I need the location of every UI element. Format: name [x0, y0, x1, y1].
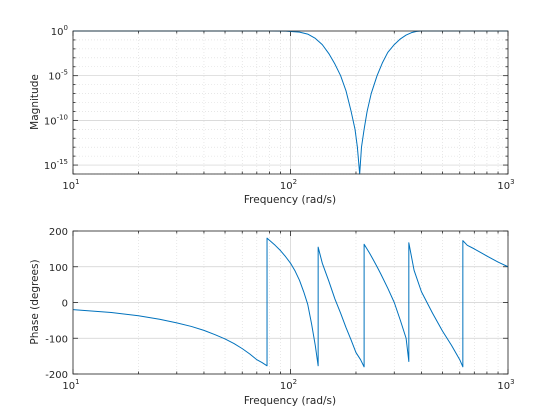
x-tick-label: 101 [62, 178, 79, 192]
x-tick-exponent: 2 [293, 178, 297, 186]
y-tick-label: 10-15 [44, 158, 68, 172]
x-tick-exponent: 1 [75, 378, 79, 386]
y-tick-exponent: -15 [57, 158, 68, 166]
x-tick-base: 10 [62, 381, 75, 392]
x-tick-exponent: 3 [510, 378, 514, 386]
y-tick-label: 200 [49, 227, 68, 238]
y-tick-base: 10 [44, 161, 57, 172]
phase-grid [72, 230, 509, 375]
x-tick-base: 10 [497, 381, 510, 392]
magnitude-x-axis-label: Frequency (rad/s) [244, 194, 336, 206]
x-tick-label: 102 [280, 378, 297, 392]
y-tick-exponent: -10 [57, 113, 68, 121]
y-tick-exponent: -5 [61, 69, 68, 77]
x-tick-base: 10 [62, 181, 75, 192]
y-tick-exponent: 0 [64, 24, 68, 32]
phase-x-axis-label: Frequency (rad/s) [244, 395, 336, 407]
y-tick-label: 100 [49, 263, 68, 274]
x-tick-label: 101 [62, 378, 79, 392]
phase-series-line [72, 237, 509, 368]
y-tick-base: 10 [44, 116, 57, 127]
y-tick-label: 0 [62, 299, 68, 310]
x-tick-exponent: 1 [75, 178, 79, 186]
magnitude-y-axis-label: Magnitude [29, 74, 41, 130]
x-tick-base: 10 [497, 181, 510, 192]
y-tick-base: 10 [48, 72, 61, 83]
y-tick-base: 10 [51, 27, 64, 38]
magnitude-grid [72, 30, 509, 175]
magnitude-series-line [73, 30, 508, 175]
x-tick-base: 10 [280, 181, 293, 192]
y-tick-label: 10-10 [44, 113, 68, 127]
x-tick-exponent: 3 [510, 178, 514, 186]
x-tick-label: 103 [497, 178, 514, 192]
y-tick-label: -200 [45, 370, 68, 381]
x-tick-label: 103 [497, 378, 514, 392]
y-tick-label: 10-5 [48, 69, 68, 83]
magnitude-plot-area [72, 30, 509, 175]
x-tick-base: 10 [280, 381, 293, 392]
phase-y-axis-label: Phase (degrees) [29, 259, 41, 344]
y-tick-label: 100 [51, 24, 68, 38]
x-tick-label: 102 [280, 178, 297, 192]
phase-plot-area [72, 230, 509, 375]
x-tick-exponent: 2 [293, 378, 297, 386]
y-tick-label: -100 [45, 334, 68, 345]
